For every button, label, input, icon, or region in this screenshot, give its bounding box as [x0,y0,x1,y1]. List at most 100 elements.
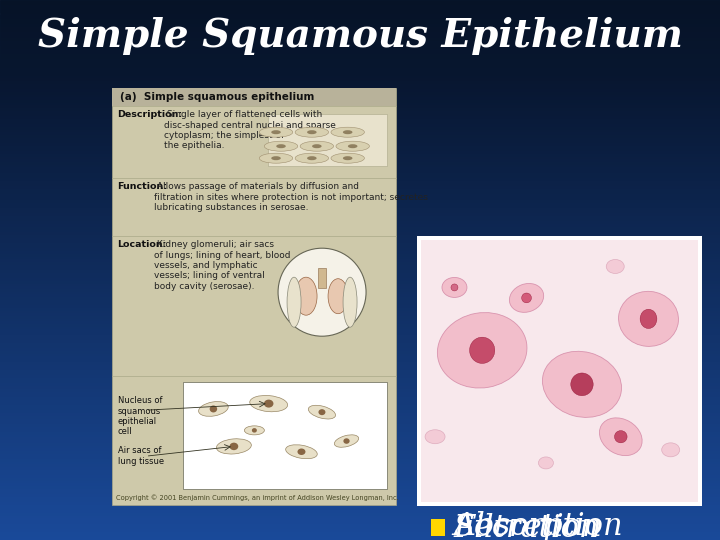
Bar [0,408,720,410]
Bar [0,508,720,510]
Bar [0,405,720,408]
Bar [0,5,720,8]
Bar [0,402,720,405]
Bar [0,494,720,497]
Bar [431,521,445,535]
Bar [0,435,720,437]
Bar [0,516,720,518]
Bar [0,59,720,62]
Ellipse shape [614,430,627,443]
Bar [0,205,720,208]
Bar [0,286,720,289]
Bar [0,381,720,383]
Bar [0,219,720,221]
Ellipse shape [259,127,293,137]
Bar [0,335,720,338]
Bar [0,54,720,57]
Bar [0,378,720,381]
Bar [0,383,720,386]
Bar [0,248,720,251]
Bar [0,76,720,78]
Bar [0,24,720,27]
Bar [0,486,720,489]
Ellipse shape [521,293,531,303]
Bar [0,84,720,86]
Text: Location:: Location: [117,240,167,249]
Bar [0,197,720,200]
Bar [0,202,720,205]
Bar [0,151,720,154]
Bar [0,464,720,467]
Bar [0,51,720,54]
Bar [0,146,720,148]
Bar [0,262,720,265]
Ellipse shape [318,409,325,415]
Bar [0,138,720,140]
Ellipse shape [437,313,527,388]
Bar [268,114,387,166]
Ellipse shape [442,278,467,298]
Bar [0,19,720,22]
Bar [0,459,720,462]
Bar [0,238,720,240]
Ellipse shape [308,406,336,419]
Bar [0,170,720,173]
Bar [0,127,720,130]
Text: Allows passage of materials by diffusion and
filtration in sites where protectio: Allows passage of materials by diffusion… [153,182,428,212]
Ellipse shape [307,130,317,134]
Ellipse shape [295,127,328,137]
Bar [0,400,720,402]
Bar [0,97,720,100]
Ellipse shape [244,426,264,435]
Bar [0,362,720,364]
Bar [0,302,720,305]
Bar [0,119,720,122]
Bar [0,324,720,327]
Circle shape [278,248,366,336]
Bar [0,27,720,30]
Bar [421,240,698,502]
Ellipse shape [328,279,348,314]
Ellipse shape [640,309,657,328]
Ellipse shape [469,337,495,363]
Bar [0,316,720,319]
Bar [0,284,720,286]
Ellipse shape [539,457,554,469]
Ellipse shape [286,445,318,458]
Bar [431,522,445,536]
Bar [0,92,720,94]
Bar [0,437,720,440]
Bar [0,189,720,192]
Bar [0,375,720,378]
Bar [0,135,720,138]
Ellipse shape [331,127,364,137]
Ellipse shape [343,277,357,327]
Bar [0,275,720,278]
Ellipse shape [334,435,359,447]
Bar [0,176,720,178]
Text: Copyright © 2001 Benjamin Cummings, an imprint of Addison Wesley Longman, Inc.: Copyright © 2001 Benjamin Cummings, an i… [116,495,398,501]
Ellipse shape [264,400,274,408]
Bar [0,240,720,243]
Ellipse shape [295,153,328,163]
Bar [0,413,720,416]
Bar [0,389,720,392]
Bar [0,513,720,516]
Bar [0,157,720,159]
Bar [0,329,720,332]
Bar [0,364,720,367]
Bar [0,213,720,216]
Bar [0,132,720,135]
Bar [0,537,720,540]
Bar [0,68,720,70]
Ellipse shape [217,439,251,454]
Bar [0,462,720,464]
Bar [0,73,720,76]
Bar [0,116,720,119]
Text: (a)  Simple squamous epithelium: (a) Simple squamous epithelium [120,92,314,102]
Bar [0,273,720,275]
Bar [0,184,720,186]
Bar [0,310,720,313]
Bar [0,8,720,11]
Ellipse shape [510,284,544,312]
